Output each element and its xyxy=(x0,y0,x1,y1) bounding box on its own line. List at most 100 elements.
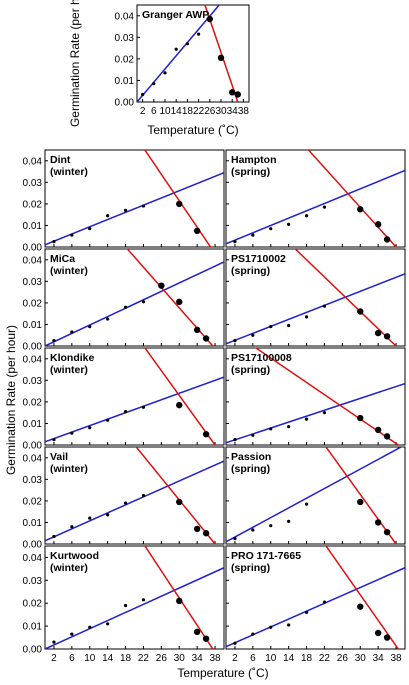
fit-line-low xyxy=(45,261,224,346)
panel-season-passion: (spring) xyxy=(231,463,270,475)
panel-frame xyxy=(225,446,406,545)
y-tick-label: 0.03 xyxy=(23,277,43,288)
panel-frame xyxy=(44,248,225,347)
x-tick-label: 22 xyxy=(193,106,205,117)
x-tick-label: 26 xyxy=(156,653,168,664)
data-point xyxy=(234,91,241,98)
panel-frame xyxy=(225,149,406,248)
panel-season-kurtwood: (winter) xyxy=(50,562,88,574)
data-point xyxy=(70,525,74,529)
y-tick-label: 0.04 xyxy=(23,354,43,365)
x-tick-label: 6 xyxy=(69,653,75,664)
y-tick-label: 0.01 xyxy=(115,76,135,87)
data-point xyxy=(251,333,255,337)
panel-season-mica: (winter) xyxy=(50,265,88,277)
y-tick-label: 0.04 xyxy=(23,553,43,564)
data-point xyxy=(233,339,237,343)
data-point xyxy=(123,208,128,212)
y-tick-label: 0.02 xyxy=(23,599,43,610)
x-tick-label: 26 xyxy=(337,653,349,664)
data-point xyxy=(287,623,291,627)
data-point xyxy=(52,534,56,539)
data-point xyxy=(357,308,364,315)
data-point xyxy=(304,610,309,614)
data-point xyxy=(88,227,92,231)
y-tick-label: 0.01 xyxy=(23,320,43,331)
data-point xyxy=(88,625,92,629)
y-tick-label: 0.00 xyxy=(23,540,43,551)
panel-label-vail: Vail xyxy=(50,451,68,463)
data-point xyxy=(374,329,382,337)
fit-line-high xyxy=(325,447,397,544)
x-tick-label: 34 xyxy=(373,653,385,664)
panel-season-dint: (winter) xyxy=(50,166,88,178)
data-point xyxy=(52,438,56,442)
panel-label-dint: Dint xyxy=(50,154,71,166)
top-x-axis-title: Temperature (˚C) xyxy=(147,123,238,137)
data-point xyxy=(193,525,201,533)
data-point xyxy=(176,401,183,409)
panel-label-mica: MiCa xyxy=(50,253,75,265)
fit-line-low xyxy=(226,169,405,245)
panel-season-ps1710002: (spring) xyxy=(231,265,270,277)
fit-line-high xyxy=(294,249,397,346)
data-point xyxy=(197,32,201,36)
panel-frame xyxy=(225,347,406,446)
data-point xyxy=(251,528,255,532)
data-point xyxy=(141,598,146,602)
data-point xyxy=(52,240,56,244)
y-tick-label: 0.00 xyxy=(23,645,43,656)
y-tick-label: 0.02 xyxy=(23,199,43,210)
panel-label-granger-awp: Granger AWP xyxy=(142,9,209,21)
data-point xyxy=(123,409,128,414)
x-tick-label: 38 xyxy=(238,106,250,117)
x-tick-label: 14 xyxy=(283,653,295,664)
fit-line-high xyxy=(144,546,214,649)
data-point xyxy=(141,300,146,304)
data-point xyxy=(233,537,237,541)
x-tick-label: 6 xyxy=(250,653,256,664)
y-tick-label: 0.02 xyxy=(115,54,135,65)
data-point xyxy=(322,600,327,604)
x-tick-label: 10 xyxy=(84,653,96,664)
data-point xyxy=(304,214,309,218)
data-point xyxy=(374,426,382,434)
panel-granger-awp: 2 6 10 14 18 22 26 30 34 380.000.010.020.030.04 Gr… xyxy=(115,4,250,117)
fit-line-high xyxy=(144,348,216,445)
y-tick-label: 0.03 xyxy=(115,33,135,44)
data-point xyxy=(158,282,165,289)
data-point xyxy=(229,89,236,96)
data-point xyxy=(70,632,74,636)
fit-line-high xyxy=(307,150,397,247)
panel-season-klondike: (winter) xyxy=(50,364,88,376)
data-point xyxy=(383,528,391,536)
y-tick-label: 0.00 xyxy=(23,243,43,254)
panel-frame xyxy=(225,248,406,347)
data-point xyxy=(106,513,110,517)
data-point xyxy=(251,632,255,636)
data-point xyxy=(304,502,309,506)
top-y-axis-title: Germination Rate (per hour) xyxy=(68,0,82,127)
fit-line-high xyxy=(144,150,212,247)
panel-label-ps1710002: PS1710002 xyxy=(231,253,286,265)
panel-dint: 0.00 0.01 0.02 0.03 0.04 Dint(winter) xyxy=(23,149,225,254)
fit-line-low xyxy=(45,567,224,649)
fit-line-low xyxy=(226,567,405,648)
data-point xyxy=(287,519,291,523)
panel-passion: Passion(spring) xyxy=(225,446,406,545)
data-point xyxy=(304,417,309,421)
panel-frame xyxy=(44,545,225,650)
panel-label-passion: Passion xyxy=(231,451,271,463)
data-point xyxy=(141,405,146,409)
fit-line-low xyxy=(226,273,405,345)
data-point xyxy=(152,82,156,86)
data-point xyxy=(141,493,146,498)
y-tick-label: 0.01 xyxy=(23,419,43,430)
data-point xyxy=(287,222,291,226)
fit-line-low xyxy=(45,171,224,246)
data-point xyxy=(176,200,183,208)
data-point xyxy=(374,221,382,228)
panel-frame xyxy=(225,545,406,650)
data-point xyxy=(322,205,327,209)
data-point xyxy=(322,304,327,308)
